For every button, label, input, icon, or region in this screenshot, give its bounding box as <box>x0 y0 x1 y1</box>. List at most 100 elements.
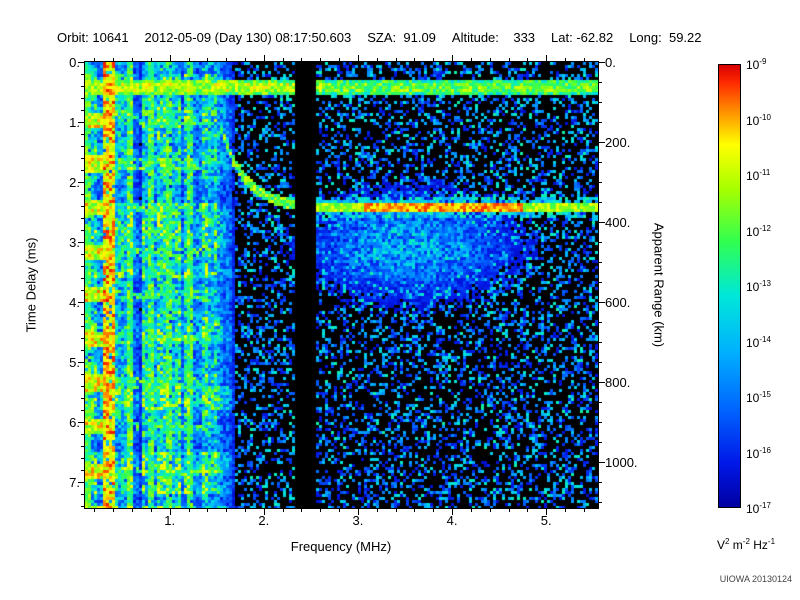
tick-mark <box>169 55 171 61</box>
tick-mark <box>245 58 247 61</box>
tick-mark <box>263 509 265 515</box>
altitude-field: Altitude: 333 <box>451 30 536 45</box>
tick-mark <box>599 401 602 403</box>
tick-mark <box>433 509 435 512</box>
tick-mark <box>452 509 454 515</box>
tick-mark <box>395 509 397 512</box>
tick-mark <box>282 58 284 61</box>
tick-mark <box>81 289 84 291</box>
tick-mark <box>81 505 84 507</box>
tick-mark <box>81 253 84 255</box>
tick-mark <box>599 501 602 503</box>
tick-mark <box>81 493 84 495</box>
tick-mark <box>489 58 491 61</box>
tick-mark <box>81 337 84 339</box>
colorbar-tick-label: 10-15 <box>746 390 771 405</box>
tick-mark <box>81 349 84 351</box>
tick-mark <box>339 58 341 61</box>
range-tick-label: 600. <box>605 294 631 310</box>
sza-field: SZA: 91.09 <box>367 30 436 45</box>
tick-mark <box>78 481 84 483</box>
tick-mark <box>320 509 322 512</box>
colorbar-tick-label: 10-11 <box>746 168 771 183</box>
tick-mark <box>81 73 84 75</box>
range-tick-label: 800. <box>605 374 631 390</box>
y-tick-label: 2. <box>69 174 80 190</box>
tick-mark <box>565 509 567 512</box>
range-tick-label: 0. <box>605 55 616 70</box>
tick-mark <box>81 385 84 387</box>
tick-mark <box>81 373 84 375</box>
tick-mark <box>78 241 84 243</box>
tick-mark <box>81 133 84 135</box>
tick-mark <box>245 509 247 512</box>
tick-mark <box>263 55 265 61</box>
spectrogram-canvas <box>85 62 598 508</box>
long-field: Long: 59.22 <box>629 30 702 45</box>
tick-mark <box>81 205 84 207</box>
tick-mark <box>81 433 84 435</box>
tick-mark <box>599 341 602 343</box>
tick-mark <box>132 509 134 512</box>
tick-mark <box>508 509 510 512</box>
tick-mark <box>207 58 209 61</box>
y-tick-label: 1. <box>69 114 80 130</box>
right-axis-title: Apparent Range (km) <box>651 222 667 348</box>
tick-mark <box>78 62 84 63</box>
colorbar-tick-label: 10-10 <box>746 112 771 128</box>
colorbar-gradient <box>718 64 741 508</box>
colorbar-tick-label: 10-12 <box>746 223 771 239</box>
tick-mark <box>81 145 84 147</box>
y-tick-label: 7. <box>69 474 80 490</box>
plot-area <box>84 61 599 509</box>
tick-mark <box>583 58 585 61</box>
tick-mark <box>301 58 303 61</box>
tick-mark <box>546 55 548 61</box>
tick-mark <box>301 509 303 512</box>
x-tick-label: 4. <box>446 513 458 528</box>
tick-mark <box>565 58 567 61</box>
lat-field: Lat: -62.82 <box>551 30 614 45</box>
tick-mark <box>599 201 602 203</box>
tick-mark <box>81 157 84 159</box>
tick-mark <box>357 509 359 515</box>
tick-mark <box>207 509 209 512</box>
tick-mark <box>132 58 134 61</box>
tick-mark <box>81 265 84 267</box>
tick-mark <box>599 321 602 323</box>
tick-mark <box>113 509 115 512</box>
colorbar-units: V2 m-2 Hz-1 <box>716 537 776 552</box>
y-tick-label: 5. <box>69 354 80 370</box>
tick-mark <box>599 281 602 283</box>
tick-mark <box>599 421 602 423</box>
y-tick-label: 0. <box>69 55 80 70</box>
colorbar-tick-label: 10-14 <box>746 334 771 350</box>
tick-mark <box>78 421 84 423</box>
tick-mark <box>599 121 602 123</box>
tick-mark <box>546 509 548 515</box>
tick-mark <box>395 58 397 61</box>
tick-mark <box>433 58 435 61</box>
x-tick-label: 2. <box>258 513 270 528</box>
tick-mark <box>81 193 84 195</box>
tick-mark <box>489 509 491 512</box>
tick-mark <box>81 469 84 471</box>
tick-mark <box>78 121 84 123</box>
tick-mark <box>226 58 228 61</box>
y-tick-label: 3. <box>69 234 80 250</box>
tick-mark <box>376 58 378 61</box>
tick-mark <box>81 409 84 411</box>
orbit-field: Orbit: 10641 <box>57 30 129 45</box>
tick-mark <box>81 457 84 459</box>
tick-mark <box>78 301 84 303</box>
tick-mark <box>599 441 602 443</box>
tick-mark <box>376 509 378 512</box>
tick-mark <box>150 509 152 512</box>
y-tick-label: 6. <box>69 414 80 430</box>
tick-mark <box>470 58 472 61</box>
y-tick-label: 4. <box>69 294 80 310</box>
range-tick-label: 1000. <box>605 454 638 470</box>
range-tick-label: 200. <box>605 134 631 150</box>
tick-mark <box>599 62 605 63</box>
